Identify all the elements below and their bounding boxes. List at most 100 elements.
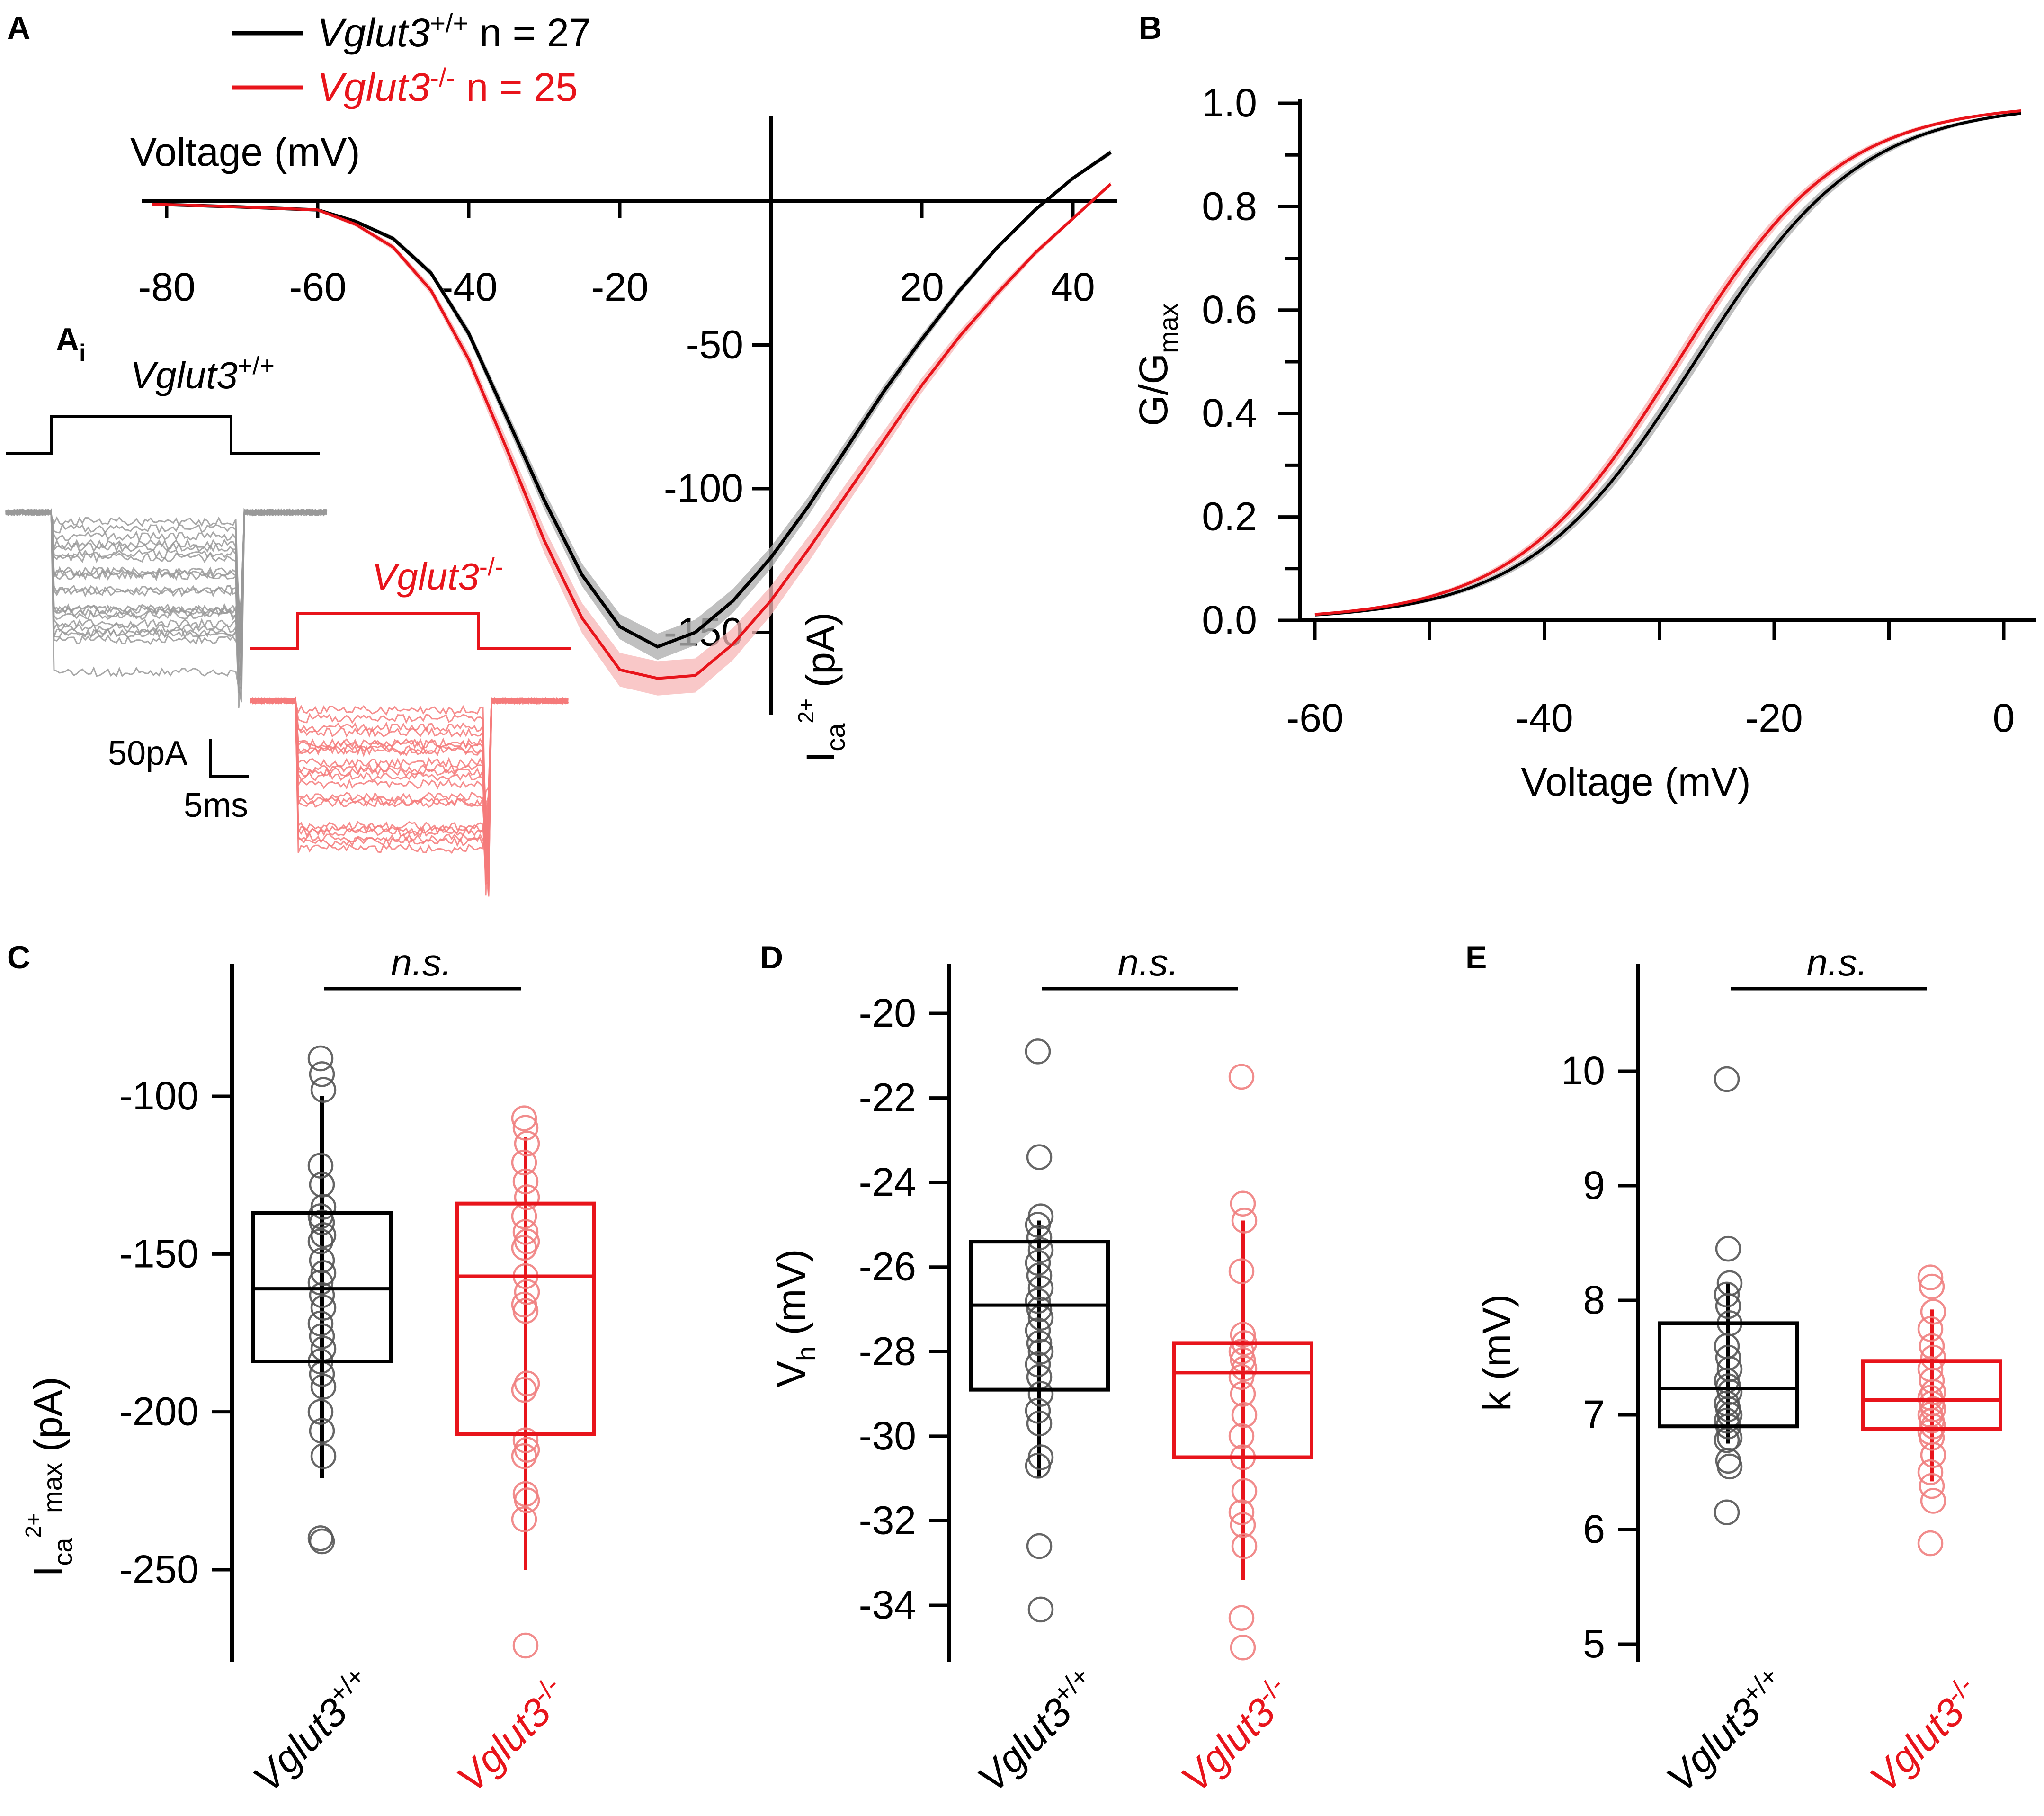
- c-significance-label: n.s.: [391, 941, 452, 984]
- a-x-tick-label: -20: [591, 265, 648, 309]
- box-data-point: [307, 1399, 334, 1425]
- box-data-point: [1714, 1281, 1740, 1308]
- box-data-point: [1027, 1275, 1054, 1301]
- trace-wt-voltage-step: [6, 415, 320, 455]
- box-data-point: [1714, 1066, 1740, 1092]
- current-trace: [5, 509, 328, 646]
- box-data-point: [1228, 1339, 1255, 1365]
- c-y-ticks: -100 -150 -200 -250: [119, 1073, 232, 1592]
- e-boxplot: [1658, 1066, 2002, 1557]
- box-data-point: [1026, 1330, 1053, 1356]
- box-data-point: [1026, 1144, 1053, 1170]
- panel-label-b: B: [1139, 10, 1162, 46]
- c-boxplot: [251, 1045, 596, 1659]
- box-y-tick-label: -30: [859, 1413, 916, 1458]
- trace-ko-voltage-step: [250, 612, 571, 650]
- box-data-point: [1715, 1235, 1741, 1262]
- box-data-point: [1917, 1459, 1944, 1485]
- b-y-tick-label: 0.4: [1202, 391, 1257, 435]
- box-y-tick-label: 9: [1583, 1163, 1605, 1208]
- panel-label-ai: Ai: [56, 322, 86, 366]
- a-y-tick-label: -50: [686, 322, 743, 367]
- e-y-ticks: 5 6 7 8 9 10: [1561, 1048, 1638, 1666]
- scale-current-label: 50pA: [108, 734, 187, 772]
- box-data-point: [309, 1323, 335, 1349]
- e-group-label-wt: Vglut3+/+: [1656, 1661, 1796, 1801]
- a-x-tick-label: -60: [289, 265, 346, 309]
- a-x-tick-label: -80: [138, 265, 195, 309]
- b-y-axis-title: G/Gmax: [1131, 303, 1183, 426]
- d-y-ticks: -20 -22 -24 -26 -28 -30 -32 -34: [859, 991, 949, 1627]
- b-x-tick-label: -60: [1286, 696, 1343, 740]
- current-trace: [250, 697, 569, 849]
- box-data-point: [1917, 1264, 1944, 1290]
- panel-label-e: E: [1465, 939, 1487, 975]
- box-data-point: [310, 1077, 337, 1103]
- box-data-point: [511, 1506, 537, 1532]
- b-y-tick-label: 0.0: [1202, 598, 1257, 642]
- box-data-point: [1228, 1499, 1255, 1525]
- box-data-point: [512, 1168, 539, 1195]
- box-data-point: [1919, 1473, 1945, 1499]
- box-data-point: [1714, 1499, 1740, 1525]
- d-significance-label: n.s.: [1118, 941, 1179, 984]
- box-data-point: [1231, 1533, 1258, 1559]
- trace-ko-current-family: [249, 696, 569, 897]
- legend: Vglut3+/+ n = 27 Vglut3-/- n = 25: [232, 8, 591, 109]
- b-x-ticks: -60 -40 -20 0: [1286, 620, 2015, 740]
- box-y-tick-label: -100: [119, 1073, 199, 1118]
- panel-c: C -100 -150 -200 -250 n.s. Ica2+max (pA) Vg…: [7, 939, 596, 1801]
- box-data-point: [514, 1130, 540, 1157]
- box-data-point: [307, 1045, 334, 1072]
- trace-wt-current-family: [5, 507, 328, 708]
- box-y-tick-label: -250: [119, 1547, 199, 1592]
- box-iqr: [1172, 1341, 1313, 1459]
- b-wt-gv-curve: [1314, 112, 2021, 617]
- b-x-tick-label: -40: [1516, 696, 1573, 740]
- box-data-point: [310, 1374, 337, 1400]
- box-y-tick-label: -22: [859, 1075, 916, 1120]
- b-y-tick-label: 1.0: [1202, 81, 1257, 125]
- box-data-point: [1026, 1224, 1053, 1251]
- box-data-point: [310, 1295, 337, 1321]
- box-data-point: [511, 1149, 537, 1176]
- box-data-point: [310, 1260, 337, 1286]
- b-x-tick-label: 0: [1993, 696, 2015, 740]
- box-data-point: [512, 1219, 539, 1245]
- box-data-point: [511, 1105, 537, 1131]
- a-wt-sem-band: [152, 150, 1111, 660]
- panel-a: A Vglut3+/+ n = 27 Vglut3-/- n = 25 Volt…: [7, 8, 1117, 762]
- box-data-point: [1027, 1339, 1054, 1365]
- box-data-point: [1920, 1413, 1946, 1440]
- box-data-point: [309, 1172, 335, 1198]
- b-y-tick-label: 0.8: [1202, 184, 1257, 228]
- a-x-ticks: -80 -60 -40 -20 20 40: [138, 201, 1095, 309]
- box-data-point: [1027, 1381, 1054, 1407]
- trace-wt-label: Vglut3+/+: [130, 351, 275, 396]
- scale-time-label: 5ms: [184, 787, 248, 824]
- box-data-point: [1228, 1605, 1255, 1631]
- box-y-tick-label: 5: [1583, 1621, 1605, 1666]
- panel-label-d: D: [760, 939, 783, 975]
- box-data-point: [511, 1377, 537, 1403]
- c-y-axis-title: Ica2+max (pA): [21, 1377, 78, 1577]
- box-data-point: [309, 1247, 335, 1273]
- e-y-axis-title: k (mV): [1474, 1294, 1519, 1411]
- box-y-tick-label: -32: [859, 1498, 916, 1542]
- a-ko-iv-curve: [152, 183, 1112, 680]
- current-trace: [5, 508, 328, 703]
- b-wt-sem-band: [1315, 112, 2021, 617]
- b-y-tick-label: 0.6: [1202, 287, 1257, 332]
- box-data-point: [310, 1443, 337, 1469]
- box-y-tick-label: -150: [119, 1231, 199, 1276]
- box-y-tick-label: 10: [1561, 1048, 1605, 1093]
- box-data-point: [1920, 1298, 1946, 1325]
- panel-label-a: A: [7, 10, 30, 46]
- box-data-point: [1231, 1478, 1258, 1504]
- box-y-tick-label: 7: [1583, 1392, 1605, 1437]
- b-x-axis-title: Voltage (mV): [1521, 760, 1751, 804]
- box-data-point: [1920, 1442, 1946, 1468]
- box-data-point: [1714, 1427, 1740, 1453]
- box-data-point: [1026, 1262, 1053, 1288]
- a-ko-sem-band: [152, 182, 1111, 696]
